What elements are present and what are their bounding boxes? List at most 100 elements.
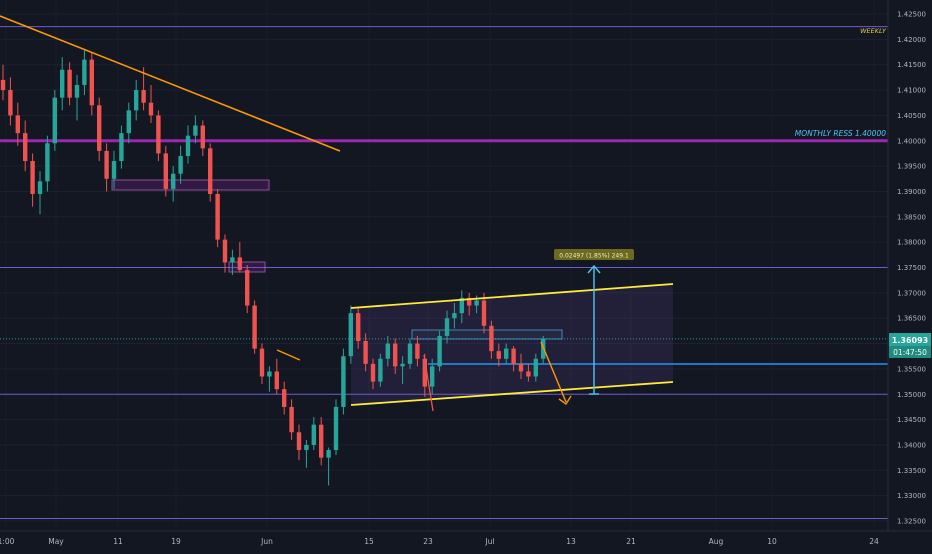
short-trendline[interactable]: [276, 349, 301, 361]
candle-body: [437, 335, 442, 367]
candle-body: [23, 133, 28, 162]
time-tick-label: May: [48, 537, 64, 546]
candle-body: [67, 69, 72, 98]
countdown-badge: [889, 346, 931, 358]
drawings-layer[interactable]: [0, 15, 674, 412]
channel-upper-line[interactable]: [350, 283, 674, 309]
candle-body: [267, 371, 272, 377]
candle-body: [481, 300, 487, 326]
candle-body: [407, 343, 413, 364]
candle-body: [185, 135, 191, 156]
candle-body: [363, 341, 368, 364]
red-marker-line: [423, 354, 434, 412]
candle-body: [311, 424, 316, 445]
candle-body: [134, 90, 139, 111]
candle-body: [511, 348, 516, 364]
candle-body: [193, 125, 198, 136]
candle-body: [393, 343, 398, 367]
candle-body: [518, 363, 524, 372]
candle-body: [52, 97, 57, 144]
candle-body: [37, 181, 43, 194]
candle-body: [104, 150, 109, 179]
price-tick-label: 1.42500: [897, 11, 926, 19]
projection-arrow-line[interactable]: [540, 341, 567, 403]
candle-body: [526, 371, 531, 377]
candle-body: [274, 371, 279, 390]
price-axis-bg: [888, 0, 932, 550]
candle-body: [259, 348, 265, 377]
candle-body: [30, 161, 35, 194]
price-axis[interactable]: 1.42500 1.42000 1.41500 1.41000 1.40500 1.400…: [887, 0, 932, 550]
candle-body: [326, 450, 331, 458]
descending-trendline[interactable]: [0, 15, 341, 152]
candle-body: [148, 102, 154, 116]
candle-body: [304, 444, 309, 451]
time-axis[interactable]: 1:00 May 11 19 Jun 15 23 Jul 13 21 Aug 10 24: [0, 530, 932, 550]
time-tick-label: 21: [626, 537, 636, 546]
candle-body: [252, 305, 257, 349]
price-tick-label: 1.35500: [897, 365, 926, 373]
time-tick-label: 19: [171, 537, 181, 546]
price-tick-label: 1.36500: [897, 315, 926, 323]
price-tick-label: 1.41500: [897, 61, 926, 69]
candle-body: [282, 389, 287, 407]
price-tick-label: 1.37500: [897, 264, 926, 272]
monthly-label: MONTHLY RESS 1.40000: [795, 129, 886, 138]
price-tick-label: 1.32500: [897, 518, 926, 526]
measure-label: 0.02497 (1.85%) 249.1: [559, 253, 629, 260]
candle-body: [474, 300, 479, 306]
measure-label-bg: [554, 249, 634, 260]
price-tick-label: 1.41000: [897, 87, 926, 95]
price-tick-label: 1.38500: [897, 213, 926, 221]
candle-body: [208, 148, 213, 194]
price-tick-label: 1.35000: [897, 391, 926, 399]
candle-body: [222, 239, 228, 263]
countdown-value: 01:47:50: [893, 348, 927, 357]
candle-body: [467, 297, 472, 306]
price-tick-label: 1.42000: [897, 36, 926, 44]
candle-body: [341, 356, 346, 407]
candle-body: [60, 69, 65, 98]
time-tick-label: 15: [364, 537, 374, 546]
price-tick-label: 1.40000: [897, 137, 926, 145]
candle-body: [8, 90, 13, 116]
candle-body: [111, 161, 117, 179]
time-tick-label: Jul: [484, 537, 494, 546]
candle-body: [422, 358, 427, 387]
candle-body: [97, 105, 102, 151]
time-tick-label: Aug: [709, 537, 724, 546]
price-tick-label: 1.34000: [897, 441, 926, 449]
candle-body: [370, 363, 376, 382]
projection-arrow-head: [558, 395, 572, 406]
time-tick-label: 11: [113, 537, 123, 546]
grid-layer: [0, 13, 888, 522]
price-tick-label: 1.34500: [897, 416, 926, 424]
candle-body: [200, 125, 205, 149]
time-tick-label: 1:00: [0, 537, 15, 546]
candle-body: [452, 313, 457, 319]
candle-body: [15, 115, 20, 134]
time-tick-label: 13: [566, 537, 576, 546]
candle-body: [89, 59, 94, 106]
candle-body: [289, 406, 294, 433]
candle-body: [74, 84, 80, 98]
time-tick-label: 23: [423, 537, 433, 546]
candle-body: [319, 424, 324, 458]
candle-body: [378, 358, 383, 382]
candle-body: [0, 79, 6, 91]
candle-body: [237, 257, 242, 271]
time-axis-bg: [0, 531, 932, 550]
price-tick-label: 1.33500: [897, 467, 926, 475]
candle-body: [296, 432, 302, 451]
channel-lower-line[interactable]: [350, 381, 674, 406]
price-tick-label: 1.39500: [897, 163, 926, 171]
time-tick-label: 10: [767, 537, 777, 546]
candle-body: [245, 270, 250, 306]
measure-arrow-head: [587, 264, 601, 274]
time-tick-label: Jun: [260, 537, 273, 546]
current-price-badge: [889, 333, 931, 346]
candle-body: [430, 366, 435, 387]
candle-body: [230, 257, 235, 263]
